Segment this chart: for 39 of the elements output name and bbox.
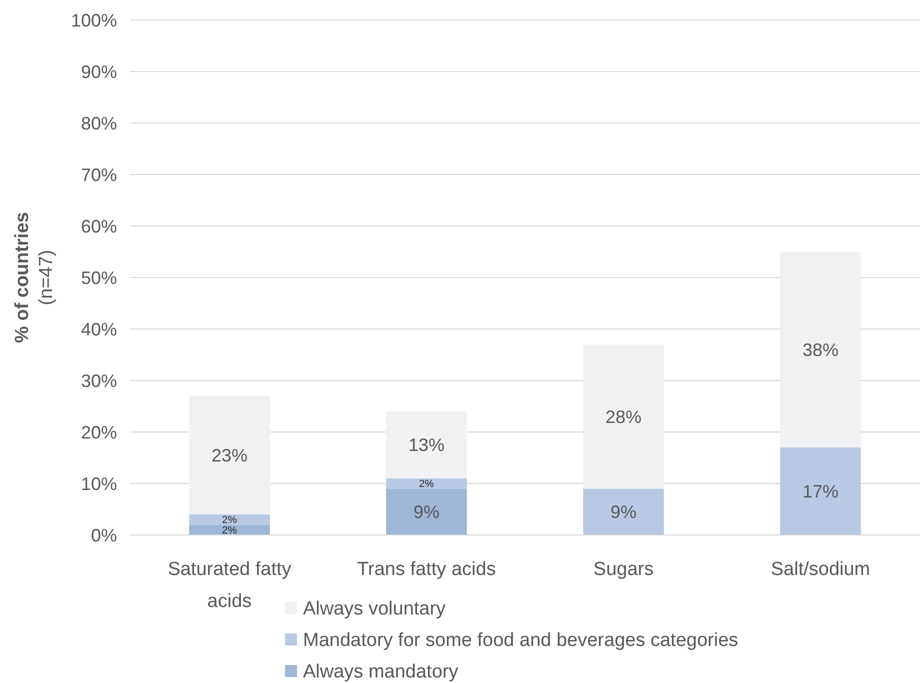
data-label: 17%	[802, 482, 839, 502]
y-tick-label: 30%	[80, 370, 117, 391]
data-label: 28%	[605, 406, 642, 427]
data-label: 13%	[408, 435, 445, 456]
x-tick-label: Salt/sodium	[770, 559, 870, 580]
bar	[386, 488, 467, 535]
data-label: 9%	[610, 502, 637, 522]
y-tick-label: 20%	[80, 422, 117, 442]
x-tick-label: Trans fatty acids	[357, 559, 496, 580]
y-tick-label: 100%	[70, 10, 117, 30]
bar	[189, 524, 270, 535]
x-tick-label: Saturated fatty acids	[168, 559, 292, 612]
y-tick-label: 0%	[90, 525, 117, 546]
bar	[583, 488, 664, 535]
y-tick-label: 40%	[80, 319, 117, 340]
legend-label: Always voluntary	[303, 598, 446, 620]
y-tick-label: 80%	[80, 113, 117, 134]
data-label: 2%	[222, 515, 237, 526]
y-tick-label: 70%	[80, 164, 117, 185]
data-label: 38%	[802, 340, 839, 360]
y-tick-label: 50%	[80, 268, 117, 288]
bar	[386, 411, 467, 478]
y-tick-label: 10%	[80, 474, 117, 494]
data-label: 9%	[413, 502, 440, 522]
y-tick-label: 60%	[80, 216, 117, 236]
data-label: 2%	[222, 525, 237, 536]
data-label: 23%	[211, 445, 248, 466]
bar	[780, 252, 861, 448]
x-tick-label: Sugars	[593, 559, 654, 580]
y-axis-title: % of countries (n=47)	[12, 212, 57, 343]
bar	[189, 514, 270, 525]
data-label: 2%	[419, 479, 434, 490]
legend-label: Always mandatory	[303, 662, 459, 683]
bar	[583, 344, 664, 489]
y-tick-label: 90%	[80, 62, 117, 82]
bar	[780, 447, 861, 535]
legend-label: Mandatory for some food and beverages categories	[303, 630, 738, 652]
bar	[189, 396, 270, 514]
bar	[386, 478, 467, 489]
